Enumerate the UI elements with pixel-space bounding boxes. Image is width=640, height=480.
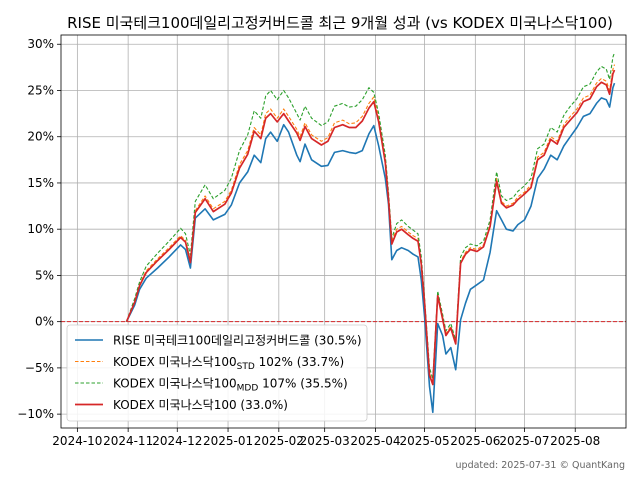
y-tick-label: 15% bbox=[27, 176, 54, 190]
update-note: updated: 2025-07-31 © QuantKang bbox=[456, 460, 625, 471]
series-lines bbox=[125, 52, 616, 414]
series-line-2 bbox=[125, 52, 616, 380]
y-tick-label: 25% bbox=[27, 83, 54, 97]
legend-label-2: KODEX 미국나스닥100MDD 107% (35.5%) bbox=[113, 377, 348, 394]
legend-label-0: RISE 미국테크100데일리고정커버드콜 (30.5%) bbox=[113, 334, 362, 348]
series-line-1 bbox=[125, 64, 616, 384]
y-tick-label: −10% bbox=[17, 407, 54, 421]
y-tick-label: 30% bbox=[27, 37, 54, 51]
plot-frame bbox=[60, 34, 627, 429]
y-tick-label: 5% bbox=[35, 268, 54, 282]
chart-title: RISE 미국테크100데일리고정커버드콜 최근 9개월 성과 (vs KODE… bbox=[67, 14, 613, 32]
x-tick-label: 2025-02 bbox=[254, 434, 304, 448]
x-tick-label: 2025-03 bbox=[300, 434, 350, 448]
y-tick-label: 0% bbox=[35, 315, 54, 329]
x-tick-label: 2024-11 bbox=[103, 434, 153, 448]
legend-box bbox=[66, 324, 368, 422]
series-line-3 bbox=[125, 69, 616, 386]
legend-label-3: KODEX 미국나스닥100 (33.0%) bbox=[113, 398, 288, 412]
y-tick-label: −5% bbox=[25, 361, 54, 375]
y-tick-label: 20% bbox=[27, 130, 54, 144]
series-line-0 bbox=[125, 82, 616, 414]
x-tick-label: 2025-08 bbox=[550, 434, 600, 448]
x-tick-label: 2025-01 bbox=[203, 434, 253, 448]
x-tick-label: 2024-12 bbox=[152, 434, 202, 448]
legend: RISE 미국테크100데일리고정커버드콜 (30.5%) KODEX 미국나스닥… bbox=[66, 324, 368, 422]
x-tick-label: 2025-04 bbox=[350, 434, 400, 448]
x-tick-label: 2025-06 bbox=[450, 434, 500, 448]
y-tick-label: 10% bbox=[27, 222, 54, 236]
x-tick-label: 2025-07 bbox=[499, 434, 549, 448]
y-axis: 30% 25% 20% 15% 10% 5% 0% −5% −10% bbox=[17, 37, 61, 421]
legend-label-1: KODEX 미국나스닥100STD 102% (33.7%) bbox=[113, 355, 344, 372]
x-tick-label: 2025-05 bbox=[399, 434, 449, 448]
x-tick-label: 2024-10 bbox=[52, 434, 102, 448]
